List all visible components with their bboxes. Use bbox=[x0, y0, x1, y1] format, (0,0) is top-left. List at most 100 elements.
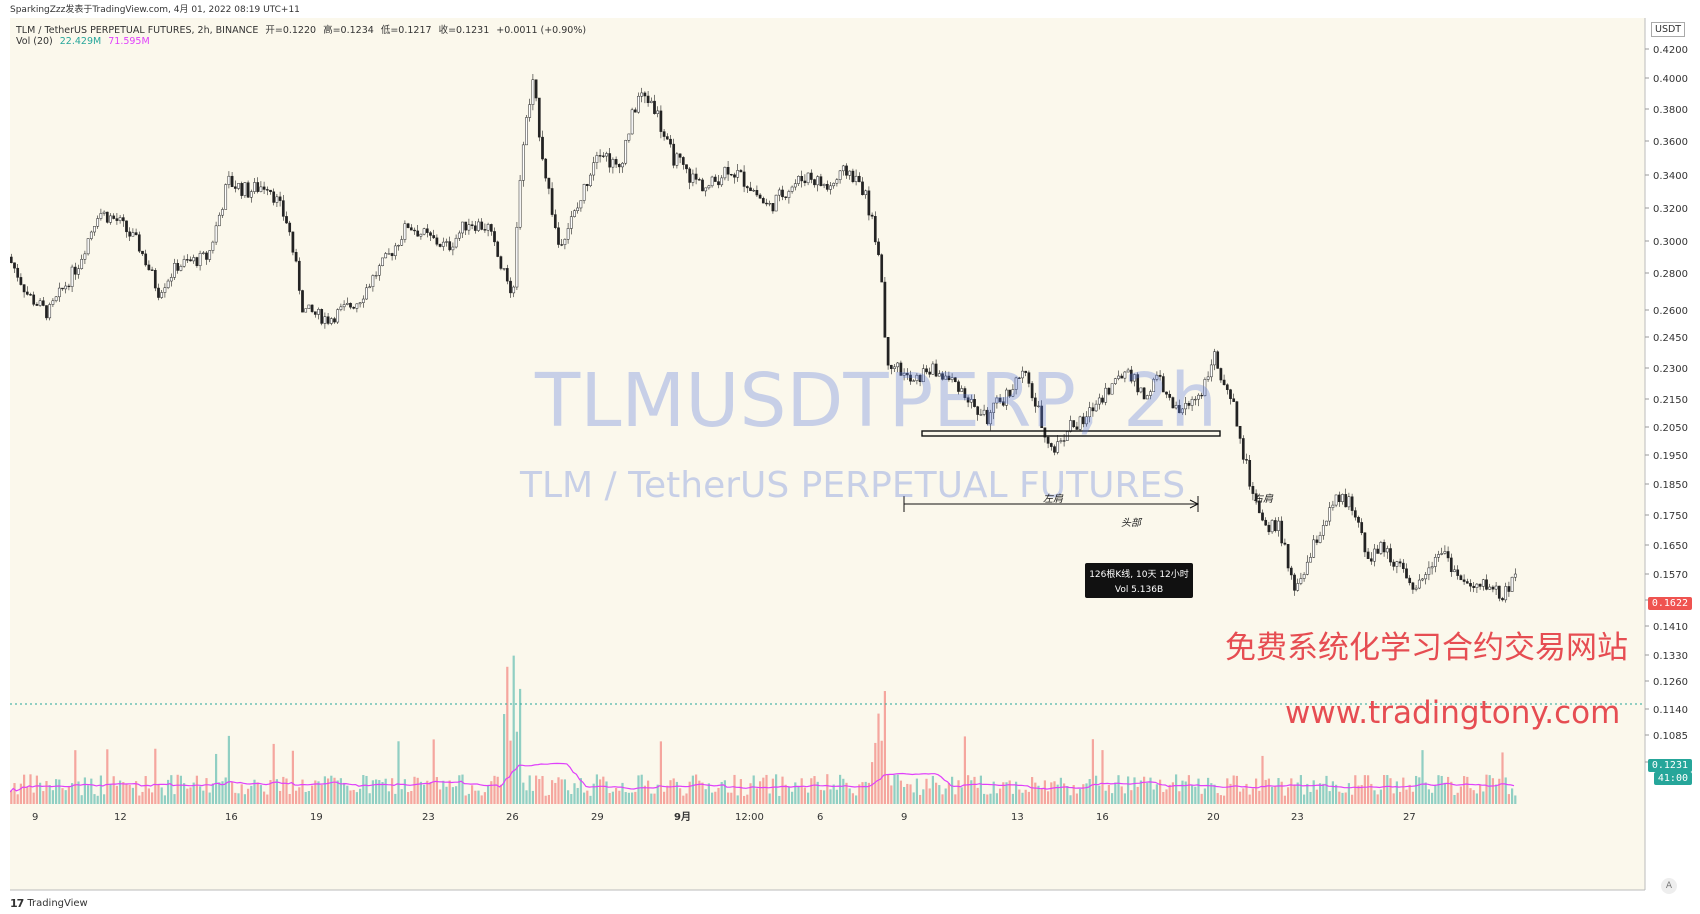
candle-body bbox=[829, 185, 832, 190]
volume-bar bbox=[394, 793, 397, 804]
volume-bar bbox=[995, 793, 998, 804]
volume-bar bbox=[461, 774, 464, 804]
volume-bar bbox=[192, 782, 195, 804]
volume-bar bbox=[765, 774, 768, 804]
volume-bar bbox=[1027, 791, 1030, 804]
volume-bar bbox=[973, 776, 976, 804]
volume-bar bbox=[1466, 776, 1469, 804]
candle-body bbox=[96, 218, 100, 227]
volume-bar bbox=[781, 776, 784, 804]
volume-bar bbox=[263, 791, 266, 804]
candle-body bbox=[563, 239, 567, 245]
candle-body bbox=[1014, 377, 1018, 390]
volume-bar bbox=[397, 741, 400, 804]
volume-bar bbox=[701, 782, 704, 804]
volume-bar bbox=[1043, 780, 1046, 804]
candle-body bbox=[1376, 548, 1380, 554]
volume-bar bbox=[893, 774, 896, 804]
volume-bar bbox=[26, 786, 29, 804]
candle-body bbox=[115, 218, 119, 221]
candle-body bbox=[320, 309, 324, 324]
volume-bar bbox=[531, 790, 534, 804]
candle-body bbox=[1056, 441, 1060, 453]
candle-body bbox=[150, 269, 154, 271]
volume-bar bbox=[432, 739, 435, 804]
candle-body bbox=[1254, 493, 1258, 502]
volume-bar bbox=[157, 783, 160, 804]
volume-bar bbox=[759, 781, 762, 804]
price-chart[interactable]: 0.4200 0.4000 0.3800 0.3600 0.3400 0.3200 0.30… bbox=[10, 18, 1700, 898]
candle-body bbox=[915, 374, 919, 381]
auto-scale-button[interactable]: A bbox=[1661, 878, 1677, 894]
candle-body bbox=[749, 187, 752, 192]
candle-body bbox=[1174, 405, 1178, 409]
candle-body bbox=[230, 175, 234, 187]
volume-bar bbox=[941, 794, 944, 804]
candle-body bbox=[1094, 403, 1098, 412]
volume-bar bbox=[499, 784, 502, 804]
candle-body bbox=[1273, 520, 1277, 531]
candle-body bbox=[813, 179, 816, 186]
candle-body bbox=[1017, 377, 1021, 379]
candle-body bbox=[953, 377, 957, 383]
volume-bar bbox=[1178, 791, 1181, 804]
volume-bar bbox=[1463, 776, 1466, 804]
volume-bar bbox=[1501, 752, 1504, 804]
volume-bar bbox=[637, 775, 640, 804]
candle-body bbox=[29, 294, 32, 296]
chart-stage[interactable]: 0.4200 0.4000 0.3800 0.3600 0.3400 0.3200 0.30… bbox=[10, 18, 1700, 898]
volume-bar bbox=[256, 782, 259, 804]
candle-body bbox=[1126, 369, 1130, 373]
price-tick-label: 0.3000 bbox=[1653, 237, 1688, 248]
candle-body bbox=[1043, 427, 1047, 438]
candle-body bbox=[1142, 387, 1146, 400]
volume-bar bbox=[39, 782, 42, 804]
volume-bar bbox=[16, 794, 19, 804]
volume-bar bbox=[1354, 775, 1357, 804]
volume-bar bbox=[1213, 784, 1216, 804]
currency-label[interactable]: USDT bbox=[1651, 22, 1686, 37]
watermark-symbol: TLMUSDTPERP, 2h bbox=[535, 358, 1218, 444]
volume-bar bbox=[423, 784, 426, 804]
candle-body bbox=[1267, 524, 1271, 533]
volume-bar bbox=[560, 779, 563, 804]
volume-bar bbox=[339, 778, 342, 804]
candle-body bbox=[925, 368, 928, 373]
candle-body bbox=[195, 257, 199, 266]
candle-body bbox=[67, 285, 71, 288]
volume-bar bbox=[909, 784, 912, 804]
candle-body bbox=[217, 214, 221, 227]
candle-body bbox=[89, 231, 93, 239]
candle-body bbox=[723, 166, 727, 179]
candle-body bbox=[1040, 405, 1044, 428]
candle-body bbox=[937, 373, 941, 377]
candle-body bbox=[1350, 496, 1354, 511]
candle-body bbox=[1437, 554, 1440, 558]
volume-bar bbox=[199, 786, 202, 804]
volume-bar bbox=[176, 774, 179, 804]
volume-bar bbox=[128, 784, 131, 804]
candle-body bbox=[1232, 398, 1236, 402]
candle-body bbox=[243, 182, 247, 196]
candle-body bbox=[294, 252, 298, 262]
candle-body bbox=[867, 190, 871, 216]
candle-body bbox=[1149, 391, 1152, 396]
candle-body bbox=[1024, 370, 1028, 373]
candle-body bbox=[182, 259, 186, 267]
volume-bar bbox=[1491, 778, 1494, 804]
candle-body bbox=[25, 291, 29, 295]
volume-bar bbox=[384, 778, 387, 804]
candle-body bbox=[550, 188, 554, 215]
candle-body bbox=[317, 309, 320, 315]
candle-body bbox=[784, 196, 788, 198]
candle-body bbox=[128, 231, 132, 237]
volume-bar bbox=[1392, 793, 1395, 804]
candle-body bbox=[534, 79, 538, 99]
volume-bar bbox=[720, 781, 723, 804]
time-tick-label: 20 bbox=[1207, 812, 1220, 823]
price-tick-label: 0.1260 bbox=[1653, 677, 1688, 688]
volume-bar bbox=[1037, 785, 1040, 804]
volume-bar bbox=[391, 778, 394, 804]
volume-bar bbox=[547, 794, 550, 804]
volume-bar bbox=[487, 785, 490, 804]
